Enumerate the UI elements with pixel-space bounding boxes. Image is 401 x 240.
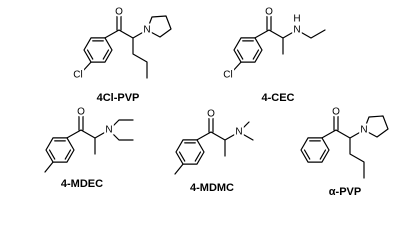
atom: N <box>360 125 367 136</box>
atom: N <box>293 25 300 36</box>
compound-label: α-PVP <box>329 186 361 198</box>
compound-4cl-pvp: O N Cl 4Cl-PVP <box>71 5 172 104</box>
atom: N <box>143 25 150 36</box>
compound-alpha-pvp: O N α-PVP <box>300 105 389 198</box>
compound-label: 4-MDMC <box>190 182 234 194</box>
atom: O <box>207 109 215 120</box>
compound-label: 4Cl-PVP <box>97 92 140 104</box>
atom: O <box>332 107 340 118</box>
structures: O N Cl 4Cl-PVP O H N Cl 4-CEC O N 4-MDEC… <box>44 5 389 198</box>
compound-label: 4-CEC <box>261 92 294 104</box>
compound-4-cec: O H N Cl 4-CEC <box>221 5 326 104</box>
compound-label: 4-MDEC <box>61 178 103 190</box>
atom: Cl <box>223 70 232 81</box>
compound-4-mdmc: O N 4-MDMC <box>174 107 254 194</box>
atom: Cl <box>73 70 82 81</box>
atom: O <box>77 107 85 118</box>
atom: N <box>235 127 242 138</box>
compound-4-mdec: O N 4-MDEC <box>44 105 134 190</box>
atom: H <box>293 14 300 25</box>
atom: O <box>265 7 273 18</box>
atom: N <box>105 125 112 136</box>
atom: O <box>115 7 123 18</box>
